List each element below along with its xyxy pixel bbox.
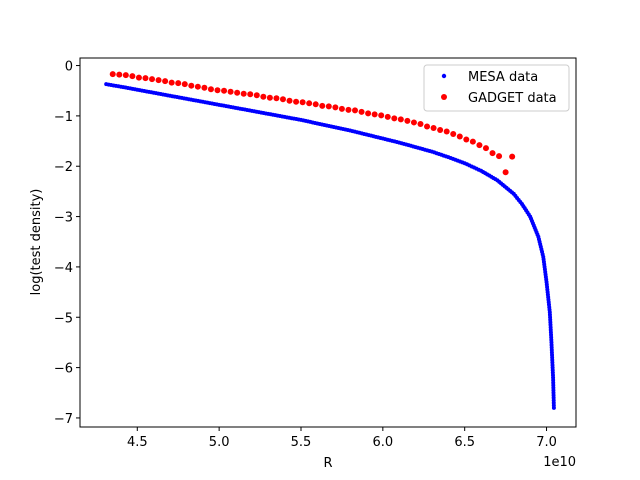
gadget-data-point (299, 99, 306, 106)
gadget-data-point (469, 138, 476, 145)
gadget-data-point (286, 97, 293, 104)
y-axis-ticks: 0 −1 −2 −3 −4 −5 −6 −7 (54, 60, 80, 427)
gadget-data-point (325, 103, 332, 110)
legend-marker-mesa (441, 73, 447, 79)
gadget-data-point (240, 90, 247, 97)
gadget-data-point (332, 104, 339, 111)
gadget-data-point (188, 82, 195, 89)
gadget-data-point (365, 110, 372, 117)
gadget-data-point (109, 71, 116, 78)
x-axis-ticks: 4.5 5.0 5.5 6.0 6.5 7.0 (127, 427, 557, 450)
legend: MESA data GADGET data (423, 64, 570, 112)
gadget-data-point (253, 92, 260, 99)
gadget-data-point (234, 89, 241, 96)
gadget-data-point (509, 153, 516, 160)
y-tick-label: 0 (65, 60, 73, 75)
x-tick-label: 4.5 (127, 435, 148, 450)
gadget-data-point (227, 88, 234, 95)
gadget-data-point (463, 136, 470, 143)
gadget-data-point (352, 107, 359, 114)
x-tick-label: 7.0 (536, 435, 557, 450)
gadget-data-point (437, 126, 444, 133)
gadget-data-point (312, 101, 319, 108)
gadget-data-point (430, 124, 437, 131)
y-tick-label: −4 (54, 261, 73, 276)
gadget-data-point (384, 113, 391, 120)
gadget-data-point (404, 117, 411, 124)
gadget-data-point (502, 169, 509, 176)
y-tick-label: −3 (54, 211, 73, 226)
gadget-data-point (266, 94, 273, 101)
x-tick-label: 6.0 (372, 435, 393, 450)
mesa-series (104, 82, 556, 410)
x-axis-label: R (323, 456, 332, 471)
gadget-data-point (273, 95, 280, 102)
gadget-data-point (417, 120, 424, 127)
gadget-data-point (293, 98, 300, 105)
y-tick-label: −1 (54, 110, 73, 125)
gadget-data-point (358, 108, 365, 115)
gadget-data-point (424, 123, 431, 130)
gadget-data-point (122, 72, 129, 79)
gadget-data-point (476, 142, 483, 149)
x-tick-label: 5.5 (291, 435, 312, 450)
gadget-data-point (162, 78, 169, 85)
x-tick-label: 6.5 (454, 435, 475, 450)
plot-frame (79, 57, 577, 428)
gadget-data-point (116, 71, 123, 78)
gadget-data-point (391, 115, 398, 122)
gadget-data-point (194, 83, 201, 90)
gadget-data-point (181, 81, 188, 88)
mesa-data-point (551, 405, 556, 410)
gadget-data-point (207, 86, 214, 93)
gadget-data-point (201, 84, 208, 91)
x-axis-offset-label: 1e10 (543, 455, 576, 470)
y-tick-label: −6 (54, 362, 73, 377)
gadget-data-point (142, 75, 149, 82)
y-tick-label: −5 (54, 311, 73, 326)
gadget-data-point (129, 73, 136, 80)
gadget-data-point (496, 153, 503, 160)
gadget-data-point (135, 74, 142, 81)
y-tick-label: −7 (54, 412, 73, 427)
legend-marker-gadget (441, 94, 447, 100)
gadget-data-point (397, 116, 404, 123)
gadget-data-point (279, 96, 286, 103)
gadget-data-point (214, 87, 221, 94)
gadget-data-point (221, 87, 228, 94)
gadget-data-point (345, 106, 352, 113)
gadget-data-point (149, 76, 156, 83)
gadget-data-point (247, 91, 254, 98)
x-tick-label: 5.0 (209, 435, 230, 450)
legend-label-mesa: MESA data (468, 70, 538, 85)
gadget-data-point (319, 102, 326, 109)
legend-label-gadget: GADGET data (468, 91, 557, 106)
legend-box (423, 64, 570, 112)
gadget-data-point (482, 145, 489, 152)
gadget-series (109, 71, 516, 176)
gadget-data-point (378, 112, 385, 119)
gadget-data-point (456, 133, 463, 140)
gadget-data-point (338, 105, 345, 112)
gadget-data-point (306, 100, 313, 107)
gadget-data-point (168, 79, 175, 86)
gadget-data-point (410, 119, 417, 126)
gadget-data-point (260, 93, 267, 100)
gadget-data-point (371, 111, 378, 118)
y-axis-label: log(test density) (29, 189, 44, 296)
gadget-data-point (450, 131, 457, 138)
gadget-data-point (175, 80, 182, 87)
y-tick-label: −2 (54, 160, 73, 175)
gadget-data-point (443, 128, 450, 135)
gadget-data-point (489, 150, 496, 157)
data-points (104, 71, 556, 410)
gadget-data-point (155, 77, 162, 84)
